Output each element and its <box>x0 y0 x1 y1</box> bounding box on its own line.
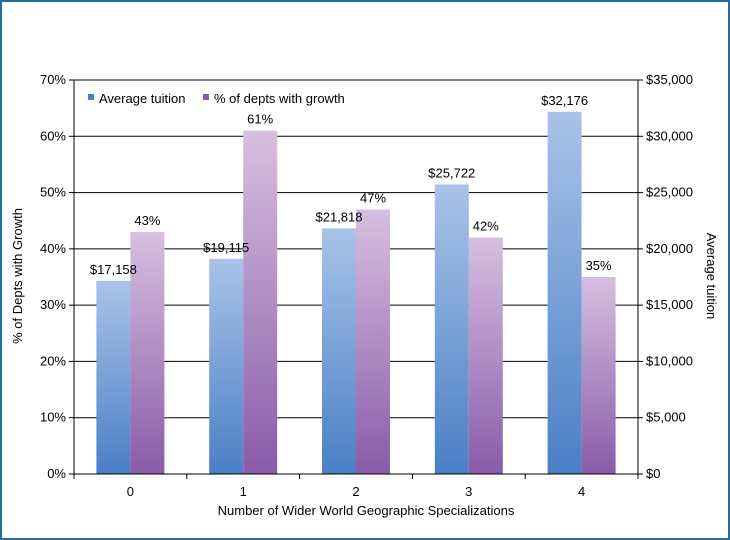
data-label-pct-depts-growth: 35% <box>586 258 612 273</box>
y-right-tick-label: $20,000 <box>646 241 693 256</box>
bar-average-tuition <box>322 228 356 474</box>
y-left-tick-label: 60% <box>40 128 66 143</box>
y-right-tick-label: $30,000 <box>646 128 693 143</box>
bar-pct-depts-growth <box>243 130 278 474</box>
x-tick-label: 4 <box>578 484 585 499</box>
legend-swatch-tuition <box>88 94 94 100</box>
bar-average-tuition <box>547 111 582 475</box>
legend-swatch-growth <box>203 94 209 100</box>
data-label-average-tuition: $25,722 <box>428 165 475 180</box>
y-left-tick-label: 20% <box>40 353 66 368</box>
data-label-pct-depts-growth: 61% <box>247 112 273 127</box>
x-tick-label: 1 <box>240 484 247 499</box>
data-label-average-tuition: $19,115 <box>203 240 249 255</box>
y-right-tick-label: $0 <box>646 466 660 481</box>
y-left-tick-label: 40% <box>40 241 66 256</box>
bar-pct-depts-growth <box>130 231 165 474</box>
y-left-tick-label: 50% <box>40 185 66 200</box>
y-right-tick-label: $10,000 <box>646 353 693 368</box>
bar-average-tuition <box>209 258 244 474</box>
y-right-tick-label: $25,000 <box>646 185 693 200</box>
y-right-tick-label: $35,000 <box>646 72 693 87</box>
x-tick-label: 2 <box>352 484 359 499</box>
labels: 0% 10% 20% 30% 40% 50% 60% 70% $0 $5,000 $10,000 $1… <box>40 72 693 499</box>
y-left-axis-title: % of Depts with Growth <box>10 208 25 344</box>
bar-pct-depts-growth <box>356 209 390 474</box>
gridlines <box>74 79 638 419</box>
y-left-tick-label: 0% <box>47 466 66 481</box>
axes <box>69 79 643 479</box>
y-right-axis-title: Average tuition <box>704 233 719 320</box>
bar-pct-depts-growth <box>581 277 616 474</box>
bar-average-tuition <box>434 184 469 474</box>
data-label-average-tuition: $32,176 <box>541 93 588 108</box>
bar-pct-depts-growth <box>468 237 503 474</box>
x-axis-title: Number of Wider World Geographic Special… <box>218 503 515 518</box>
data-label-average-tuition: $17,158 <box>90 262 137 277</box>
y-left-tick-label: 10% <box>40 410 66 425</box>
legend: Average tuition % of depts with growth <box>88 91 345 106</box>
y-left-tick-label: 70% <box>40 72 66 87</box>
x-tick-label: 3 <box>465 484 472 499</box>
data-label-average-tuition: $21,818 <box>316 209 363 224</box>
data-label-pct-depts-growth: 42% <box>473 219 499 234</box>
bars <box>96 111 616 475</box>
legend-label-growth: % of depts with growth <box>214 91 345 106</box>
bar-average-tuition <box>96 280 131 474</box>
y-right-tick-label: $5,000 <box>646 410 686 425</box>
data-label-pct-depts-growth: 47% <box>360 190 386 205</box>
legend-label-tuition: Average tuition <box>99 91 186 106</box>
y-right-tick-label: $15,000 <box>646 297 693 312</box>
y-left-tick-label: 30% <box>40 297 66 312</box>
data-label-pct-depts-growth: 43% <box>134 213 160 228</box>
x-tick-label: 0 <box>127 484 134 499</box>
